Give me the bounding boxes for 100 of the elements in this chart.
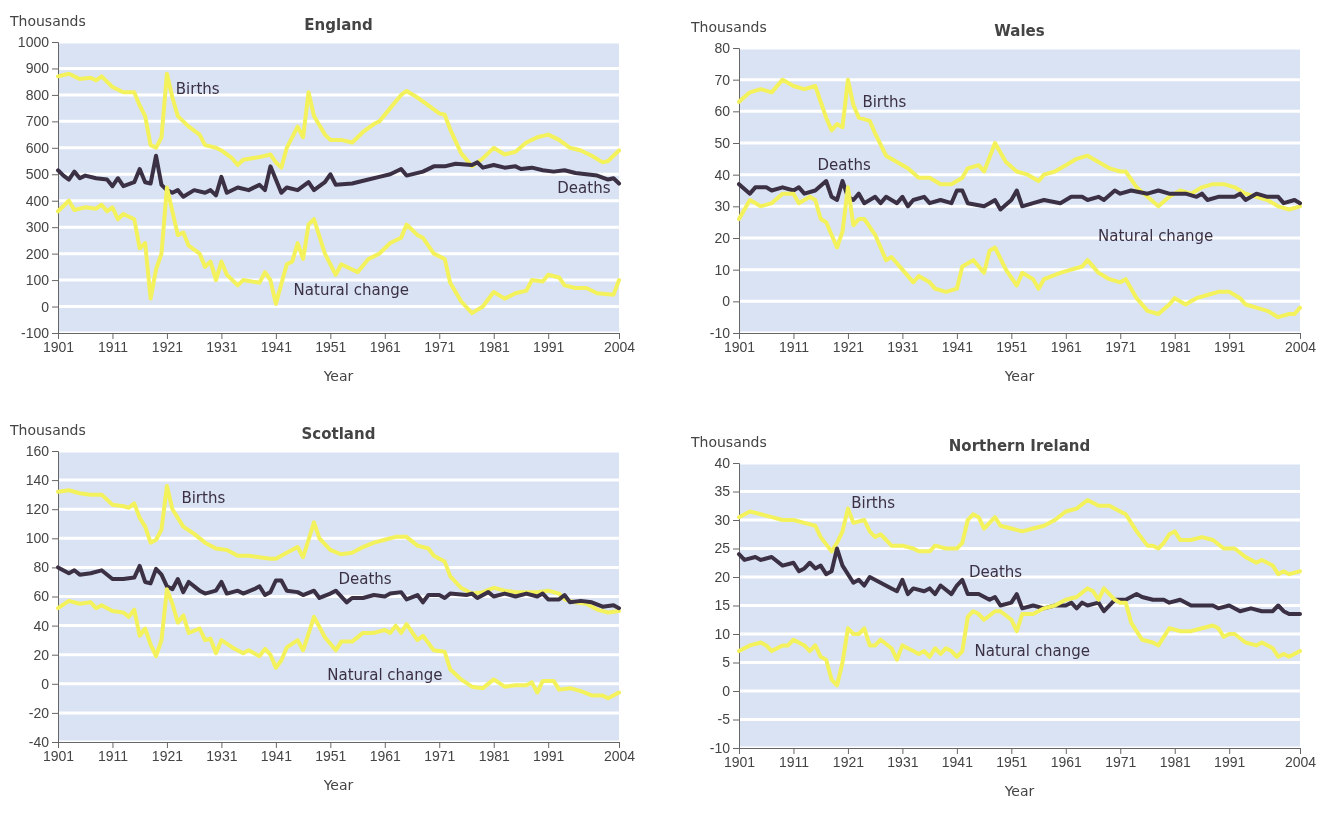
series-label: Natural change bbox=[293, 280, 409, 299]
y-axis-title: Thousands bbox=[9, 13, 86, 29]
x-tick-label: 1991 bbox=[1214, 338, 1246, 355]
x-tick-label: 1931 bbox=[206, 338, 238, 355]
y-tick-label: -10 bbox=[709, 324, 731, 341]
y-tick-label: 15 bbox=[714, 597, 731, 614]
x-axis-title: Year bbox=[1003, 783, 1035, 799]
y-tick-label: 25 bbox=[714, 540, 731, 557]
series-label: Natural change bbox=[327, 666, 443, 685]
line-series bbox=[737, 586, 1302, 688]
y-tick-label: 100 bbox=[25, 530, 50, 547]
y-tick-label: 800 bbox=[25, 86, 50, 103]
y-tick-label: 900 bbox=[25, 60, 50, 77]
y-tick-label: 20 bbox=[714, 229, 731, 246]
y-tick-label: 40 bbox=[714, 166, 731, 183]
y-tick-label: 20 bbox=[33, 646, 50, 663]
series-label: Births bbox=[851, 494, 896, 513]
y-tick-label: 400 bbox=[25, 192, 50, 209]
y-axis-title: Thousands bbox=[690, 19, 767, 35]
x-tick-label: 1961 bbox=[1050, 338, 1083, 355]
x-tick-label: 1981 bbox=[478, 338, 511, 355]
y-tick-label: 30 bbox=[714, 511, 731, 528]
y-tick-label: 5 bbox=[722, 654, 731, 671]
y-tick-label: -40 bbox=[28, 733, 50, 750]
x-tick-label: 1981 bbox=[478, 747, 511, 764]
x-tick-label: 1921 bbox=[832, 338, 865, 355]
line-series bbox=[56, 563, 621, 611]
line-series bbox=[56, 153, 621, 199]
line-series bbox=[737, 179, 1302, 212]
series-label: Deaths bbox=[969, 562, 1023, 581]
x-tick-label: 1961 bbox=[369, 338, 402, 355]
x-axis-title: Year bbox=[322, 777, 354, 793]
x-tick-label: 1951 bbox=[996, 338, 1028, 355]
y-tick-label: 70 bbox=[714, 71, 731, 88]
x-tick-label: 1991 bbox=[533, 338, 565, 355]
x-tick-label: 1941 bbox=[260, 747, 293, 764]
y-tick-label: 0 bbox=[722, 682, 731, 699]
x-tick-label: 1901 bbox=[42, 338, 75, 355]
x-tick-label: 2004 bbox=[1284, 338, 1317, 355]
x-tick-label: 1941 bbox=[941, 753, 974, 770]
y-tick-label: 80 bbox=[33, 559, 50, 576]
x-tick-label: 2004 bbox=[603, 338, 636, 355]
y-tick-label: 120 bbox=[25, 501, 50, 518]
y-tick-label: 140 bbox=[25, 472, 50, 489]
y-tick-label: 500 bbox=[25, 166, 50, 183]
x-tick-label: 1971 bbox=[1105, 338, 1137, 355]
x-tick-label: 1921 bbox=[832, 753, 865, 770]
y-tick-label: -20 bbox=[28, 704, 50, 721]
series-label: Deaths bbox=[817, 156, 871, 175]
y-tick-label: 80 bbox=[714, 39, 731, 56]
x-tick-label: 1951 bbox=[996, 753, 1028, 770]
chart-title: Northern Ireland bbox=[948, 437, 1091, 455]
x-tick-label: 1951 bbox=[315, 338, 347, 355]
y-tick-label: 50 bbox=[714, 134, 731, 151]
x-tick-label: 1981 bbox=[1159, 753, 1192, 770]
x-axis-title: Year bbox=[1003, 368, 1035, 384]
x-tick-label: 1911 bbox=[778, 753, 810, 770]
y-tick-label: 100 bbox=[25, 272, 50, 289]
x-tick-label: 1991 bbox=[1214, 753, 1246, 770]
x-tick-label: 1901 bbox=[723, 753, 756, 770]
series-label: Deaths bbox=[557, 178, 611, 197]
y-axis-title: Thousands bbox=[690, 434, 767, 450]
x-tick-label: 1931 bbox=[887, 753, 919, 770]
y-tick-label: 300 bbox=[25, 219, 50, 236]
y-axis-title: Thousands bbox=[9, 422, 86, 438]
x-tick-label: 1931 bbox=[206, 747, 238, 764]
x-tick-label: 1901 bbox=[42, 747, 75, 764]
x-tick-label: 1921 bbox=[151, 338, 184, 355]
line-series bbox=[737, 185, 1302, 320]
y-tick-label: 40 bbox=[33, 617, 50, 634]
y-tick-label: 40 bbox=[714, 454, 731, 471]
series-label: Natural change bbox=[1098, 227, 1214, 246]
x-tick-label: 1991 bbox=[533, 747, 565, 764]
series-label: Births bbox=[181, 488, 226, 507]
x-tick-label: 1981 bbox=[1159, 338, 1192, 355]
y-tick-label: 30 bbox=[714, 198, 731, 215]
y-tick-label: 10 bbox=[714, 625, 731, 642]
x-tick-label: 1921 bbox=[151, 747, 184, 764]
y-tick-label: 60 bbox=[714, 103, 731, 120]
y-tick-label: 700 bbox=[25, 113, 50, 130]
y-tick-label: -5 bbox=[717, 711, 731, 728]
y-tick-label: 200 bbox=[25, 245, 50, 262]
y-tick-label: -100 bbox=[20, 324, 50, 341]
y-tick-label: 600 bbox=[25, 139, 50, 156]
y-tick-label: 60 bbox=[33, 588, 50, 605]
chart-title: England bbox=[304, 16, 373, 34]
y-tick-label: 0 bbox=[41, 298, 50, 315]
series-label: Births bbox=[175, 79, 220, 98]
y-tick-label: 0 bbox=[722, 293, 731, 310]
x-tick-label: 1961 bbox=[369, 747, 402, 764]
x-tick-label: 1951 bbox=[315, 747, 347, 764]
x-tick-label: 1931 bbox=[887, 338, 919, 355]
x-tick-label: 2004 bbox=[603, 747, 636, 764]
x-tick-label: 1971 bbox=[424, 747, 456, 764]
x-tick-label: 1911 bbox=[778, 338, 810, 355]
x-tick-label: 1961 bbox=[1050, 753, 1083, 770]
line-series bbox=[737, 498, 1302, 577]
line-series bbox=[737, 77, 1302, 212]
chart-title: Wales bbox=[994, 22, 1045, 40]
x-tick-label: 1941 bbox=[260, 338, 293, 355]
